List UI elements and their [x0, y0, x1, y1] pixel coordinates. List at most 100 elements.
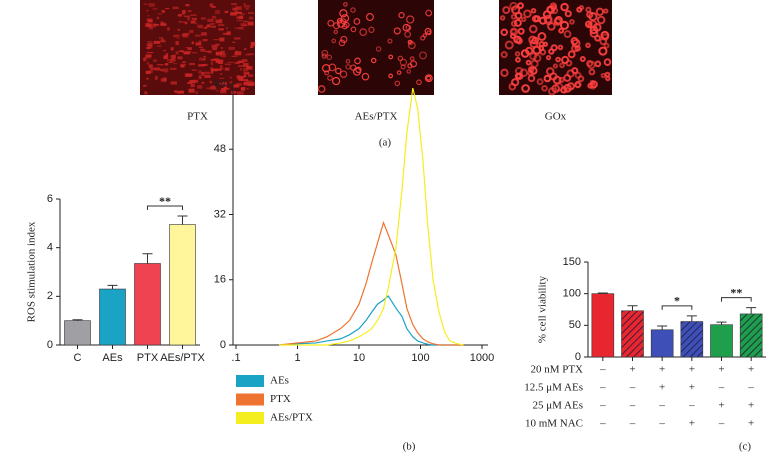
condition-label: 20 nM PTX	[530, 364, 583, 376]
cell-texture	[170, 57, 176, 62]
cell	[350, 7, 356, 13]
cell	[515, 36, 523, 45]
cell	[424, 27, 432, 35]
cell-texture	[234, 62, 240, 65]
cell-texture	[153, 23, 159, 26]
y-tick-label: 150	[563, 256, 581, 268]
y-tick-label: 0	[575, 351, 581, 363]
cell-texture	[215, 68, 222, 71]
cell-texture	[147, 15, 150, 17]
error-bar	[72, 319, 83, 321]
cell-texture	[165, 53, 169, 57]
cell-texture	[185, 47, 188, 49]
cell-texture	[210, 61, 214, 66]
cell	[513, 18, 522, 27]
cell	[500, 28, 509, 37]
cell-texture	[187, 16, 190, 21]
cell-texture	[250, 45, 254, 48]
cell	[564, 10, 572, 18]
cell-texture	[175, 41, 179, 45]
cell	[541, 85, 548, 92]
bar	[739, 313, 763, 358]
x-tick-label: C	[74, 352, 82, 364]
cell-texture	[203, 26, 208, 29]
cell-texture	[238, 15, 244, 20]
cell-texture	[197, 24, 203, 29]
cell-texture	[240, 13, 245, 15]
condition-sign: –	[747, 382, 754, 394]
cell-texture	[148, 26, 154, 30]
cell-texture	[152, 8, 158, 10]
x-tick-label: 100	[411, 352, 429, 364]
cell	[387, 38, 393, 44]
cell	[327, 75, 333, 81]
cell	[525, 59, 532, 66]
cell-texture	[174, 90, 178, 93]
cell-texture	[181, 10, 186, 14]
cell-texture	[146, 77, 149, 80]
cell-texture	[245, 8, 249, 10]
cell-texture	[240, 22, 247, 27]
cell-texture	[145, 54, 152, 58]
cell-texture	[245, 53, 251, 56]
cell-texture	[156, 16, 159, 20]
cell-texture	[209, 80, 213, 84]
cell-texture	[164, 55, 169, 59]
condition-sign: +	[659, 364, 665, 376]
cell-texture	[213, 58, 219, 61]
cell-texture	[240, 87, 246, 91]
cell	[416, 79, 422, 86]
condition-sign: +	[689, 418, 695, 430]
cell-texture	[216, 59, 220, 63]
cell-texture	[246, 87, 249, 90]
cell-texture	[247, 74, 254, 78]
histogram-line	[278, 295, 464, 346]
bar	[650, 329, 674, 358]
cell	[340, 14, 350, 23]
cell-texture	[165, 7, 170, 10]
cell	[600, 30, 610, 40]
cell	[565, 59, 573, 67]
cell-texture	[224, 67, 230, 71]
cell-texture	[201, 72, 205, 76]
cell-texture	[165, 63, 169, 66]
cell-texture	[247, 83, 254, 86]
histogram-line	[278, 220, 464, 346]
cell-texture	[144, 56, 151, 59]
cell	[558, 76, 565, 83]
cell	[563, 83, 572, 93]
cell	[333, 29, 338, 35]
cell	[585, 42, 591, 49]
cell-texture	[215, 19, 223, 24]
cell	[375, 46, 382, 52]
cell-texture	[148, 3, 155, 7]
cell-texture	[237, 11, 242, 14]
cell	[557, 44, 564, 51]
cell	[398, 12, 405, 19]
cell-texture	[245, 65, 252, 70]
cell	[368, 26, 375, 33]
cell	[529, 52, 538, 61]
cell-texture	[234, 10, 239, 14]
cell-texture	[190, 83, 195, 88]
error-bar	[597, 292, 608, 294]
cell-texture	[220, 65, 223, 69]
cell-texture	[248, 11, 255, 15]
cell-texture	[172, 63, 178, 65]
cell	[343, 2, 348, 7]
cell-texture	[220, 87, 226, 91]
cell	[321, 49, 329, 57]
cell	[500, 51, 508, 59]
cell-texture	[162, 22, 166, 25]
cell-texture	[217, 24, 225, 26]
cell-texture	[147, 19, 153, 23]
cell-texture	[236, 91, 244, 95]
cell-texture	[166, 59, 172, 62]
cell-texture	[143, 84, 147, 87]
cell	[539, 48, 547, 56]
cell-texture	[195, 23, 198, 25]
cell	[555, 56, 561, 63]
cell-texture	[146, 52, 154, 54]
cell-texture	[180, 65, 185, 68]
cell-texture	[243, 74, 247, 78]
